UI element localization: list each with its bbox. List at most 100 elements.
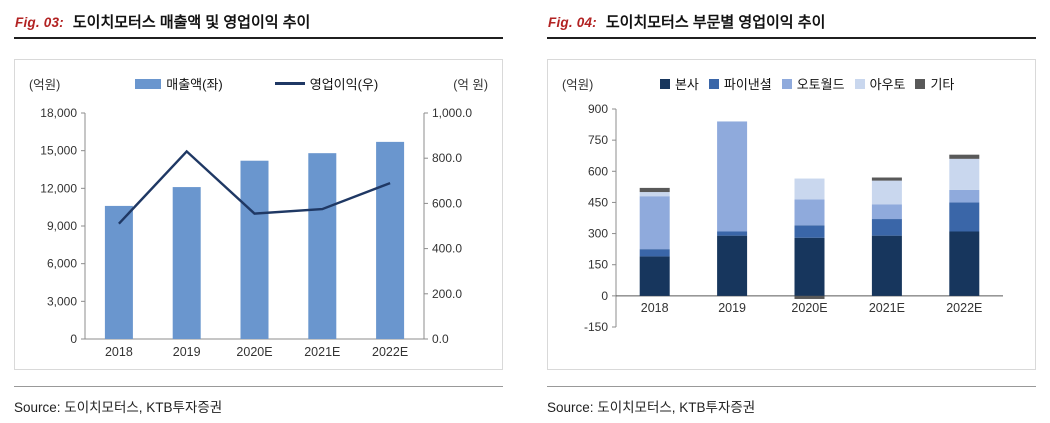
- panel-fig03: Fig. 03: 도이치모터스 매출액 및 영업이익 추이 (억원) 매출액(좌…: [14, 12, 503, 417]
- left-axis-tick-label: 3,000: [47, 295, 77, 309]
- y-axis-tick-label: 150: [588, 258, 608, 272]
- fig03-chart-top: (억원) 매출액(좌) 영업이익(우) (억 원): [23, 74, 494, 93]
- legend-item-autoworld: 오토월드: [781, 74, 845, 93]
- legend-label: 오토월드: [796, 77, 845, 93]
- fig04-chart-box: (억원) 본사 파이낸셜 오토월드 아우토 기타 900 750 600 450 300 150 0…: [547, 59, 1036, 371]
- segment-autoworld-2021E: [871, 204, 902, 220]
- segment-others-2021E: [871, 177, 902, 181]
- segment-others-2020E: [794, 296, 825, 300]
- panel-fig04: Fig. 04: 도이치모터스 부문별 영업이익 추이 (억원) 본사 파이낸셜 오…: [547, 12, 1036, 417]
- fig03-title: 도이치모터스 매출액 및 영업이익 추이: [72, 14, 311, 31]
- legend-label: 영업이익(우): [309, 77, 379, 93]
- legend-box-swatch: [781, 78, 792, 89]
- x-axis-category-label: 2018: [641, 301, 669, 315]
- right-axis-tick-label: 800.0: [432, 151, 462, 165]
- legend-item-hq: 본사: [659, 74, 699, 93]
- legend-box-swatch: [854, 78, 865, 89]
- segment-autoworld-2019: [717, 121, 748, 232]
- segment-hq-2018: [639, 256, 670, 297]
- left-axis-tick-label: 0: [70, 332, 77, 346]
- x-axis-category-label: 2018: [105, 345, 133, 359]
- x-axis-category-label: 2021E: [869, 301, 905, 315]
- legend-box-swatch: [659, 78, 670, 89]
- right-axis-tick-label: 200.0: [432, 287, 462, 301]
- legend-label: 아우토: [869, 77, 906, 93]
- fig04-chart-top: (억원) 본사 파이낸셜 오토월드 아우토 기타: [556, 74, 1027, 93]
- x-axis-category-label: 2019: [173, 345, 201, 359]
- right-axis-tick-label: 0.0: [432, 332, 449, 346]
- x-axis-category-label: 2021E: [304, 345, 340, 359]
- legend-label: 기타: [930, 77, 955, 93]
- x-axis-category-label: 2020E: [236, 345, 272, 359]
- right-axis-tick-label: 1,000.0: [432, 106, 472, 120]
- legend-box-swatch: [708, 78, 719, 89]
- legend-label: 파이낸셜: [723, 77, 772, 93]
- y-axis-tick-label: 750: [588, 133, 608, 147]
- y-axis-tick-label: 900: [588, 102, 608, 116]
- right-axis-tick-label: 600.0: [432, 197, 462, 211]
- legend-item-operating-profit: 영업이익(우): [274, 74, 379, 93]
- segment-hq-2021E: [871, 235, 902, 297]
- fig03-legend: 매출액(좌) 영업이익(우): [60, 74, 453, 93]
- fig04-label: Fig. 04:: [548, 15, 597, 30]
- y-axis-tick-label: 600: [588, 165, 608, 179]
- y-axis-tick-label: 0: [601, 289, 608, 303]
- segment-others-2018: [639, 188, 670, 193]
- bar-revenue-2019: [172, 187, 201, 340]
- legend-item-revenue: 매출액(좌): [135, 74, 223, 93]
- x-axis-category-label: 2020E: [791, 301, 827, 315]
- segment-financial-2022E: [949, 202, 980, 232]
- x-axis-category-label: 2022E: [946, 301, 982, 315]
- fig03-label: Fig. 03:: [15, 15, 64, 30]
- left-axis-tick-label: 18,000: [40, 106, 77, 120]
- y-axis-tick-label: 450: [588, 196, 608, 210]
- x-axis-category-label: 2022E: [372, 345, 408, 359]
- segment-financial-2020E: [794, 225, 825, 238]
- bar-revenue-2018: [104, 206, 133, 340]
- fig03-combo-chart: 0 3,000 6,000 9,000 12,000 15,000 18,000 0.0 200…: [40, 106, 472, 359]
- segment-autoworld-2018: [639, 196, 670, 250]
- x-axis-category-label: 2019: [718, 301, 746, 315]
- legend-label: 본사: [674, 77, 699, 93]
- segment-others-2022E: [949, 154, 980, 160]
- segment-auto-2021E: [871, 180, 902, 205]
- segment-financial-2018: [639, 249, 670, 257]
- segment-hq-2020E: [794, 237, 825, 297]
- segment-auto-2022E: [949, 159, 980, 191]
- fig03-left-axis-unit: (억원): [29, 78, 61, 93]
- segment-auto-2020E: [794, 178, 825, 200]
- segment-auto-2018: [639, 192, 670, 197]
- fig03-source-row: Source: 도이치모터스, KTB투자증권: [14, 386, 503, 417]
- fig03-header: Fig. 03: 도이치모터스 매출액 및 영업이익 추이: [14, 12, 503, 40]
- bar-revenue-2022E: [376, 142, 405, 340]
- legend-line-swatch: [274, 82, 305, 86]
- legend-label: 매출액(좌): [166, 77, 223, 93]
- legend-box-swatch: [915, 78, 926, 89]
- left-axis-tick-label: 9,000: [47, 219, 77, 233]
- segment-financial-2021E: [871, 219, 902, 236]
- fig04-title: 도이치모터스 부문별 영업이익 추이: [605, 14, 826, 31]
- y-axis-tick-label: 300: [588, 227, 608, 241]
- fig03-source-text: Source: 도이치모터스, KTB투자증권: [14, 400, 223, 416]
- left-axis-tick-label: 6,000: [47, 257, 77, 271]
- fig04-legend: 본사 파이낸셜 오토월드 아우토 기타: [593, 74, 1021, 93]
- line-operating-profit: [118, 149, 391, 225]
- segment-hq-2019: [717, 235, 748, 297]
- legend-box-swatch: [135, 78, 162, 89]
- y-axis-tick-label: -150: [584, 320, 608, 334]
- fig03-chart-box: (억원) 매출액(좌) 영업이익(우) (억 원) 0 3,000 6,000 9,00…: [14, 59, 503, 371]
- legend-item-financial: 파이낸셜: [708, 74, 772, 93]
- fig04-stacked-chart: 900 750 600 450 300 150 0 -150 2018 2019 2020E 2021…: [584, 102, 1003, 334]
- fig04-source-row: Source: 도이치모터스, KTB투자증권: [547, 386, 1036, 417]
- segment-autoworld-2022E: [949, 190, 980, 203]
- fig04-source-text: Source: 도이치모터스, KTB투자증권: [547, 400, 756, 416]
- left-axis-tick-label: 15,000: [40, 144, 77, 158]
- fig04-axis-unit: (억원): [562, 78, 594, 93]
- legend-item-others: 기타: [915, 74, 954, 93]
- right-axis-tick-label: 400.0: [432, 242, 462, 256]
- legend-item-auto: 아우토: [854, 74, 906, 93]
- fig03-right-axis-unit: (억 원): [453, 78, 488, 93]
- left-axis-tick-label: 12,000: [40, 182, 77, 196]
- segment-financial-2019: [717, 231, 748, 236]
